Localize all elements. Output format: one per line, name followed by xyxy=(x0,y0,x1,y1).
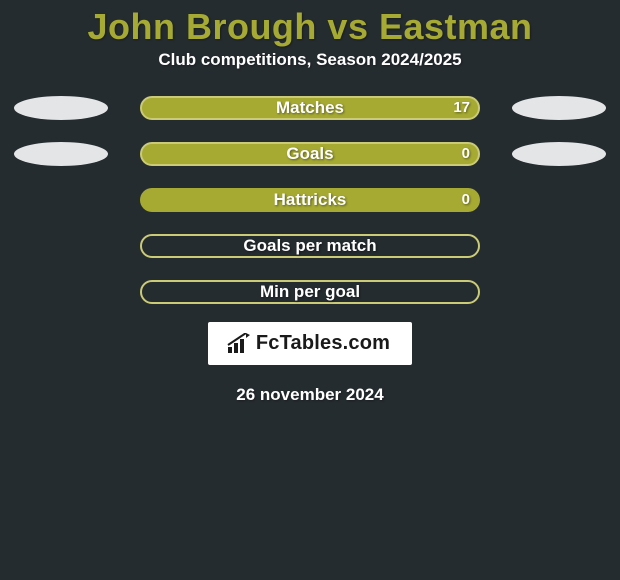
bar-background xyxy=(140,96,480,120)
right-oval xyxy=(512,142,606,166)
page-subtitle: Club competitions, Season 2024/2025 xyxy=(0,50,620,96)
bar-area: Goals per match xyxy=(140,234,480,258)
comparison-card: John Brough vs Eastman Club competitions… xyxy=(0,0,620,580)
stat-row: Min per goal xyxy=(0,280,620,304)
fctables-logo-icon xyxy=(226,333,250,355)
stat-row: Goals per match xyxy=(0,234,620,258)
stat-row: Goals0 xyxy=(0,142,620,166)
left-oval xyxy=(14,142,108,166)
bar-background xyxy=(140,280,480,304)
left-oval xyxy=(14,96,108,120)
bar-area: Matches17 xyxy=(140,96,480,120)
logo-box: FcTables.com xyxy=(208,322,412,365)
bar-area: Hattricks0 xyxy=(140,188,480,212)
bar-background xyxy=(140,234,480,258)
logo-text: FcTables.com xyxy=(256,332,390,355)
stat-row: Hattricks0 xyxy=(0,188,620,212)
bar-area: Min per goal xyxy=(140,280,480,304)
stat-rows: Matches17 Goals0 Hattricks0 Goals per match… xyxy=(0,96,620,304)
logo-prefix: Fc xyxy=(256,332,280,354)
logo-suffix: Tables.com xyxy=(280,332,391,354)
date-line: 26 november 2024 xyxy=(0,385,620,405)
stat-row: Matches17 xyxy=(0,96,620,120)
bar-area: Goals0 xyxy=(140,142,480,166)
bar-background xyxy=(140,188,480,212)
page-title: John Brough vs Eastman xyxy=(0,0,620,50)
right-oval xyxy=(512,96,606,120)
bar-background xyxy=(140,142,480,166)
